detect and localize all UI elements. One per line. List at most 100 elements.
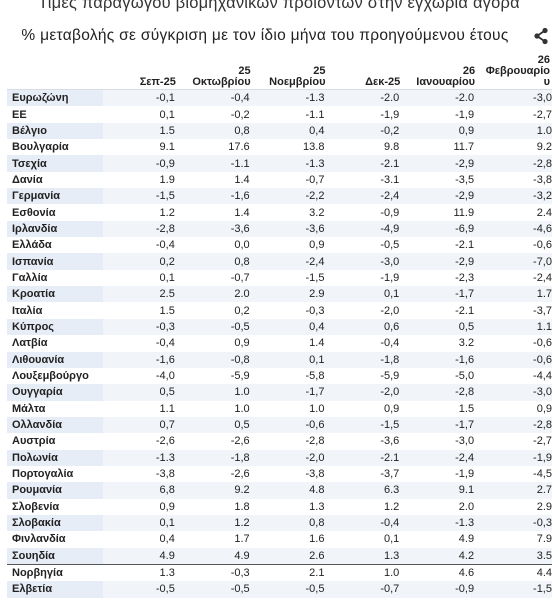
- value-cell: 2.1: [252, 563, 328, 582]
- value-cell: 3.2: [458, 337, 475, 350]
- value-cell: -6,9: [402, 220, 478, 238]
- value-cell: -0,6: [477, 351, 552, 368]
- column-header[interactable]: 26 Φεβρουαρίο υ: [477, 52, 552, 90]
- column-header-country: [7, 52, 104, 90]
- table-row: Βουλγαρία 9.1 17.6 13.8 9.8 11.7 9.2: [7, 139, 552, 155]
- value-cell: -3,0: [327, 253, 403, 270]
- country-cell: Πολωνία: [7, 449, 104, 466]
- value-cell: -2.0: [402, 89, 478, 107]
- value-cell: -2,6: [230, 468, 250, 481]
- table-row: Ολλανδία 0,7 0,5 -0,6 -1,5 -1,7 -2,8: [7, 416, 552, 434]
- value-cell: 0,2: [234, 304, 250, 317]
- value-cell: 0,1: [103, 514, 178, 532]
- value-cell: 2.6: [252, 547, 328, 565]
- value-cell: -2.1: [327, 449, 403, 466]
- page-title: Τιμές παραγωγού βιομηχανικών προϊόντων σ…: [38, 0, 520, 12]
- country-cell: Ισπανία: [7, 253, 104, 270]
- value-cell: 4.9: [458, 533, 475, 546]
- column-header-top: 26: [537, 54, 550, 66]
- value-cell: -0,4: [380, 337, 400, 350]
- value-cell: 0,4: [252, 122, 328, 140]
- share-icon[interactable]: [532, 27, 550, 45]
- value-cell: -1,9: [455, 108, 475, 121]
- value-cell: -5,0: [455, 370, 475, 383]
- value-cell: -1.3: [402, 514, 478, 532]
- value-cell: -0,4: [327, 514, 403, 532]
- country-cell: Ολλανδία: [7, 416, 104, 434]
- value-cell: 6.3: [327, 482, 403, 499]
- table-row: Εσθονία 1.2 1.4 3.2 -0,9 11.9 2.4: [7, 204, 552, 220]
- table-row: Πολωνία -1.3 -1,8 -2,0 -2.1 -2,4 -1,9: [7, 449, 552, 466]
- value-cell: -5,9: [380, 370, 400, 383]
- value-cell: 1.5: [159, 304, 175, 317]
- table-row: Πορτογαλία -3,8 -2,6 -3,8 -3,7 -1,9 -4,5: [7, 466, 552, 482]
- value-cell: -4,5: [533, 468, 552, 481]
- value-cell: 0,8: [252, 514, 328, 532]
- value-cell: -0,5: [177, 318, 253, 336]
- column-header[interactable]: 26 Ιανουαρίου: [402, 52, 478, 90]
- country-cell: Πορτογαλία: [12, 468, 74, 481]
- value-cell: -0,9: [103, 155, 178, 172]
- value-cell: 9.2: [536, 141, 552, 154]
- value-cell: -0,3: [177, 563, 253, 582]
- value-cell: -1,6: [103, 351, 178, 368]
- value-cell: 1.7: [234, 533, 250, 546]
- country-cell: Ρουμανία: [7, 482, 104, 499]
- country-cell: Νορβηγία: [7, 563, 104, 582]
- value-cell: -2,8: [402, 384, 478, 401]
- table-row: Λουξεμβούργο -4,0 -5,9 -5,8 -5,9 -5,0 -4,4: [7, 368, 552, 384]
- value-cell: 4.9: [103, 547, 178, 565]
- value-cell: -2,8: [477, 416, 552, 434]
- value-cell: -3,8: [155, 468, 175, 481]
- table-row: Μάλτα 1.1 1.0 1.0 0,9 1.5 0,9: [7, 401, 552, 417]
- value-cell: 1.0: [477, 122, 552, 140]
- value-cell: -2,0: [380, 304, 400, 317]
- value-cell: -1,8: [177, 449, 253, 466]
- value-cell: 1.3: [103, 563, 178, 582]
- column-header[interactable]: Δεκ-25: [327, 52, 403, 90]
- column-header[interactable]: 25 Οκτωβρίου: [177, 52, 253, 90]
- country-cell: Κροατία: [7, 286, 104, 303]
- value-cell: 2.5: [103, 286, 178, 303]
- country-cell: Ελβετία: [7, 581, 104, 598]
- value-cell: 1.3: [309, 500, 325, 513]
- value-cell: 9.1: [159, 141, 175, 154]
- table-row: Κροατία 2.5 2.0 2.9 0,1 -1,7 1.7: [7, 286, 552, 303]
- country-cell: Σουηδία: [7, 547, 104, 565]
- value-cell: 0,5: [177, 416, 253, 434]
- column-header[interactable]: Σεπ-25: [103, 52, 178, 90]
- value-cell: -4,9: [327, 220, 403, 238]
- value-cell: 9.8: [383, 141, 400, 154]
- value-cell: 2.9: [536, 500, 552, 513]
- country-cell: Γερμανία: [7, 188, 104, 205]
- value-cell: 1.2: [159, 206, 175, 219]
- value-cell: 0,6: [327, 318, 403, 336]
- table-row: Βέλγιο 1.5 0,8 0,4 -0,2 0,9 1.0: [7, 122, 552, 140]
- value-cell: -0,3: [477, 514, 552, 532]
- value-cell: 0,9: [234, 337, 250, 350]
- value-cell: -2,8: [103, 220, 178, 238]
- value-cell: -2,0: [327, 384, 403, 401]
- column-header[interactable]: 25 Νοεμβρίου: [252, 52, 328, 90]
- value-cell: -3.1: [380, 173, 400, 186]
- value-cell: -0,4: [155, 239, 175, 252]
- value-cell: 2.7: [477, 482, 552, 499]
- value-cell: -0,4: [155, 337, 175, 350]
- country-cell: Ουγγαρία: [7, 384, 104, 401]
- value-cell: 0,9: [309, 239, 325, 252]
- value-cell: 2.4: [536, 206, 552, 219]
- value-cell: -0,6: [252, 416, 328, 434]
- table-row: Ευρωζώνη -0,1 -0,4 -1.3 -2.0 -2.0 -3,0: [7, 89, 552, 107]
- value-cell: -0,2: [327, 122, 403, 140]
- value-cell: -2.1: [327, 155, 403, 172]
- value-cell: -1.3: [252, 155, 328, 172]
- value-cell: -0,8: [177, 351, 253, 368]
- table-row: ΕΕ 0,1 -0,2 -1.1 -1,9 -1,9 -2,7: [7, 106, 552, 122]
- value-cell: 0,9: [159, 500, 175, 513]
- table-row: Ουγγαρία 0,5 1.0 -1,7 -2,0 -2,8 -3,0: [7, 384, 552, 401]
- value-cell: 0,9: [402, 122, 478, 140]
- value-cell: -1,9: [380, 271, 400, 284]
- value-cell: 0,1: [159, 108, 175, 121]
- value-cell: 1.0: [234, 402, 250, 415]
- value-cell: -2,4: [533, 271, 552, 284]
